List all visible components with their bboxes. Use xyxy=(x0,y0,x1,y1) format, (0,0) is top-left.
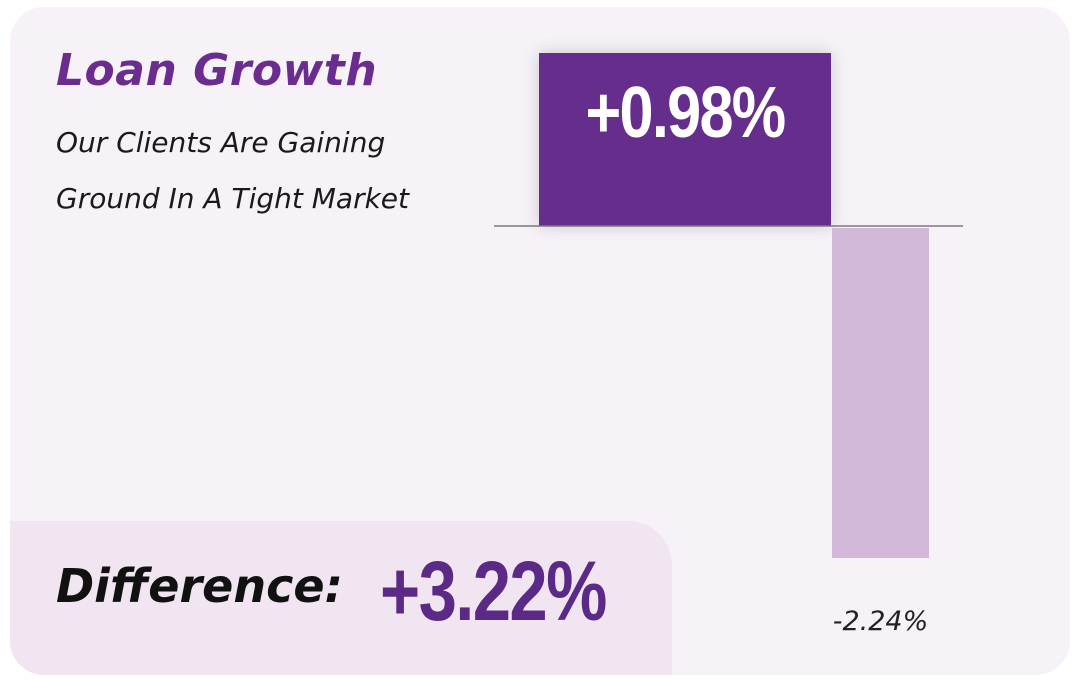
difference-label: Difference: xyxy=(56,559,343,613)
chart-card: Loan Growth Our Clients Are Gaining Grou… xyxy=(10,7,1070,675)
bar-label-positive: +0.98% xyxy=(585,73,784,153)
bar-positive xyxy=(539,53,831,226)
bar-label-negative: -2.24% xyxy=(833,606,929,637)
bar-chart: +0.98% -2.24% xyxy=(494,53,963,637)
difference-panel xyxy=(10,521,672,675)
bar-negative xyxy=(832,228,929,558)
difference-value: +3.22% xyxy=(380,544,607,638)
chart-subtitle: Our Clients Are Gaining Ground In A Tigh… xyxy=(56,126,409,215)
chart-title: Loan Growth xyxy=(56,45,378,96)
